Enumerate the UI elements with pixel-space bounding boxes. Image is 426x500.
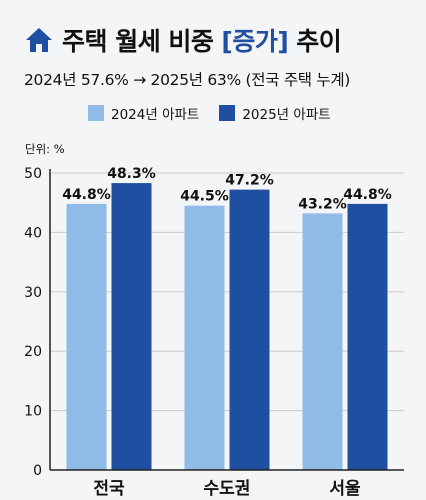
y-tick-label: 0: [33, 463, 42, 479]
y-tick-label: 50: [24, 166, 42, 182]
chart-title: 주택 월세 비중 [증가] 추이: [24, 22, 342, 58]
unit-label: 단위: %: [25, 142, 65, 156]
title-end: 추이: [296, 27, 342, 56]
title-highlight: [증가]: [221, 27, 289, 56]
bar: [229, 189, 270, 470]
legend-item-2025: 2025년 아파트: [219, 103, 331, 123]
title-main: 주택 월세 비중: [62, 27, 214, 56]
data-label: 44.5%: [180, 189, 229, 205]
data-label: 48.3%: [107, 166, 156, 182]
bar: [302, 213, 343, 470]
x-tick-label: 전국: [93, 479, 125, 499]
y-tick-label: 20: [24, 344, 42, 360]
house-icon: [26, 28, 52, 52]
data-label: 44.8%: [343, 187, 392, 203]
x-tick-label: 서울: [329, 479, 361, 499]
bar: [66, 203, 107, 470]
y-tick-label: 10: [24, 404, 42, 420]
bar: [347, 203, 388, 470]
data-label: 43.2%: [298, 196, 347, 212]
chart-legend: 2024년 아파트 2025년 아파트: [88, 103, 331, 123]
bar: [184, 205, 225, 471]
bar: [111, 183, 152, 470]
legend-label-2025: 2025년 아파트: [242, 107, 331, 123]
legend-swatch-2025: [219, 105, 236, 121]
data-label: 47.2%: [225, 173, 274, 189]
data-label: 44.8%: [62, 187, 111, 203]
chart-subtitle: 2024년 57.6% → 2025년 63% (전국 주택 누계): [24, 71, 351, 89]
y-tick-label: 30: [24, 285, 42, 301]
y-tick-label: 40: [24, 225, 42, 241]
legend-swatch-2024: [88, 105, 104, 121]
legend-label-2024: 2024년 아파트: [111, 107, 200, 123]
legend-item-2024: 2024년 아파트: [88, 103, 199, 123]
x-tick-label: 수도권: [204, 479, 251, 499]
